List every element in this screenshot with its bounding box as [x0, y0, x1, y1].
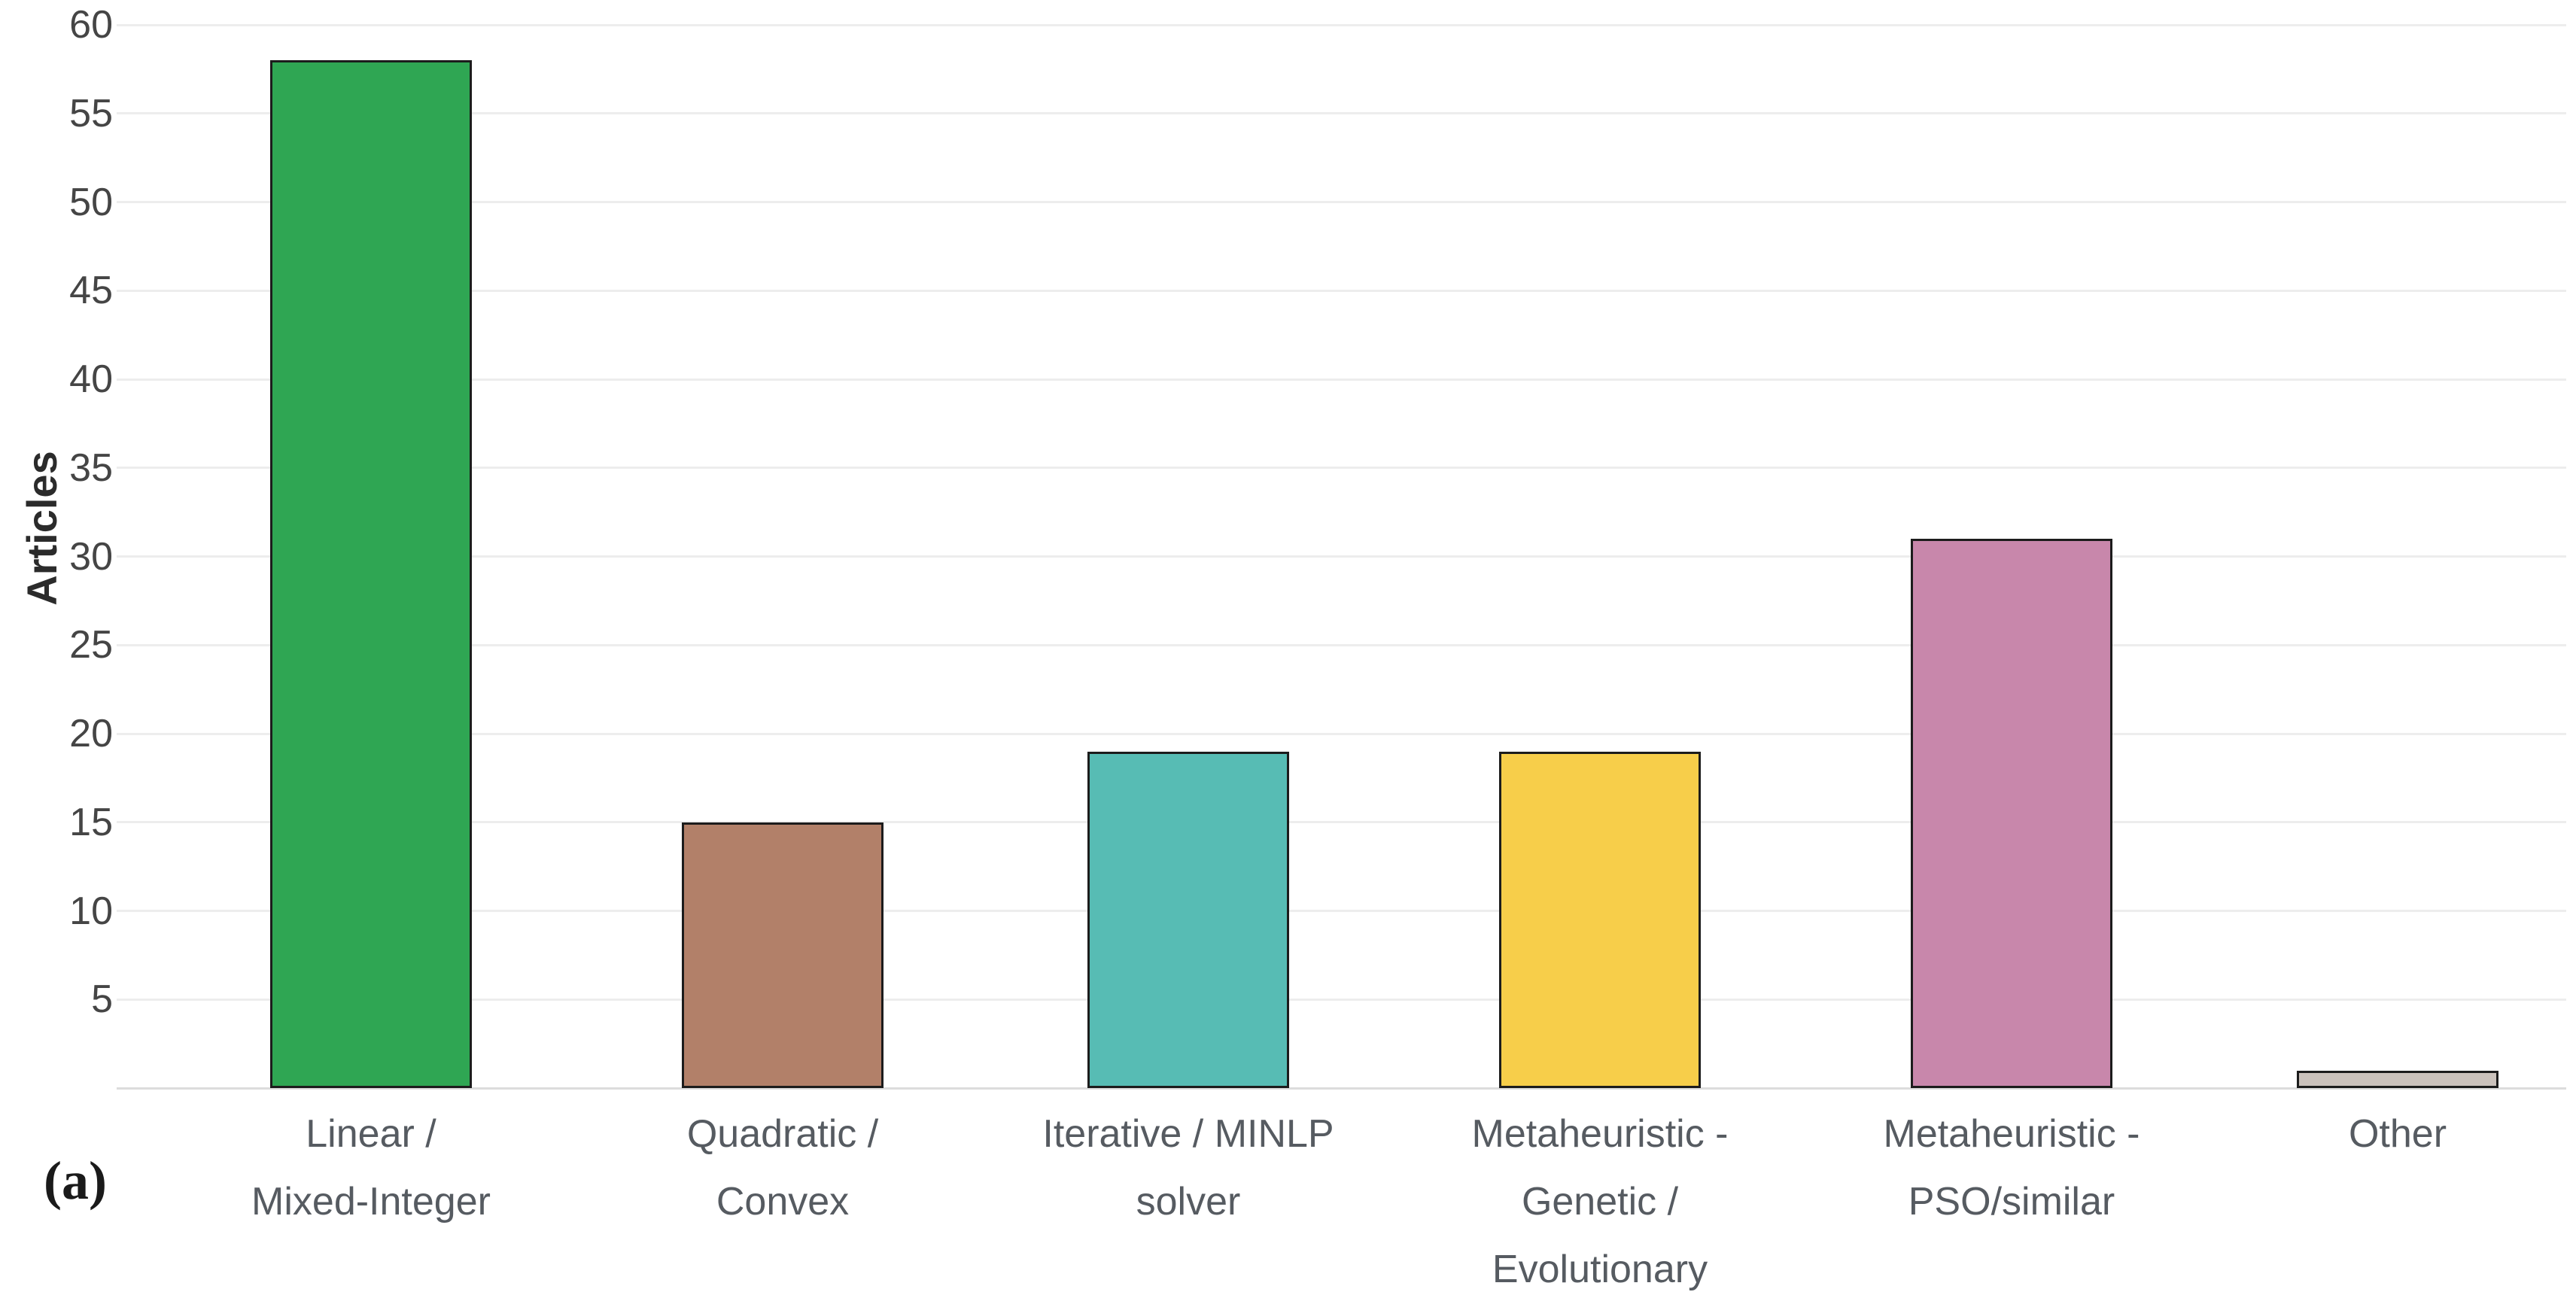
gridline	[117, 289, 2566, 292]
gridline	[117, 732, 2566, 735]
y-tick-label: 15	[69, 800, 113, 844]
x-category-label-line: Quadratic /	[686, 1112, 879, 1156]
x-category-label-line: solver	[1136, 1180, 1241, 1224]
bar-iterative-minlp-solver	[1087, 751, 1289, 1088]
x-category-label-line: Metaheuristic -	[1471, 1112, 1729, 1156]
gridline	[117, 821, 2566, 824]
x-category-label-line: Genetic /	[1521, 1180, 1679, 1224]
bar-other	[2297, 1070, 2498, 1089]
x-category-label-metaheuristic-pso-similar: Metaheuristic - PSO/similar	[1778, 1100, 2245, 1236]
gridline	[117, 23, 2566, 26]
x-category-label-line: Linear /	[306, 1112, 436, 1156]
x-category-label-linear-mixed-integer: Linear / Mixed-Integer	[138, 1100, 604, 1236]
x-category-label-other: Other	[2164, 1100, 2576, 1168]
x-category-label-line: Other	[2348, 1112, 2447, 1156]
bar-metaheuristic-genetic-evolutionary	[1499, 751, 1701, 1088]
gridline	[117, 201, 2566, 203]
x-axis-line	[117, 1087, 2566, 1090]
y-tick-label: 60	[69, 3, 113, 47]
x-category-label-line: Iterative / MINLP	[1042, 1112, 1334, 1156]
y-tick-label: 5	[91, 977, 113, 1022]
y-tick-label: 20	[69, 712, 113, 755]
x-category-label-iterative-minlp-solver: Iterative / MINLP solver	[955, 1100, 1422, 1236]
gridline	[117, 998, 2566, 1001]
bar-metaheuristic-pso-similar	[1911, 538, 2112, 1088]
y-tick-label: 30	[69, 534, 113, 579]
x-category-label-line: PSO/similar	[1908, 1180, 2115, 1224]
x-category-label-quadratic-convex: Quadratic / Convex	[549, 1100, 1016, 1236]
x-category-label-line: Metaheuristic -	[1883, 1112, 2140, 1156]
gridline	[117, 112, 2566, 115]
x-category-label-line: Convex	[716, 1180, 850, 1224]
y-tick-label: 25	[69, 623, 113, 667]
y-tick-label: 45	[69, 269, 113, 313]
y-tick-label: 50	[69, 180, 113, 224]
x-category-label-line: Evolutionary	[1492, 1248, 1708, 1291]
y-tick-label: 10	[69, 889, 113, 933]
y-tick-label: 35	[69, 445, 113, 490]
gridline	[117, 467, 2566, 470]
panel-label: (a)	[44, 1151, 107, 1211]
bar-quadratic-convex	[682, 822, 884, 1089]
x-category-label-metaheuristic-genetic-evolutionary: Metaheuristic - Genetic / Evolutionary	[1367, 1100, 1833, 1295]
gridline	[117, 910, 2566, 912]
y-tick-label: 40	[69, 357, 113, 401]
x-category-label-line: Mixed-Integer	[251, 1180, 491, 1224]
gridline	[117, 643, 2566, 646]
gridline	[117, 555, 2566, 558]
bar-linear-mixed-integer	[270, 60, 472, 1088]
gridline	[117, 378, 2566, 381]
y-tick-label: 55	[69, 91, 113, 135]
